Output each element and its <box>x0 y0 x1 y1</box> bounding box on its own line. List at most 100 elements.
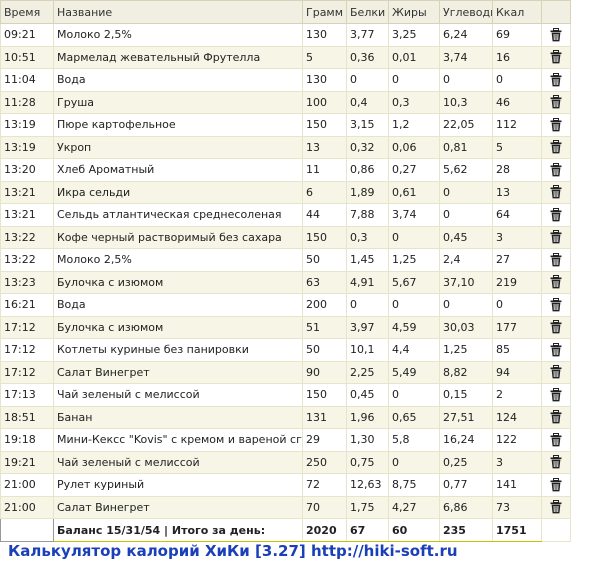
cell-carbs[interactable]: 1,25 <box>439 338 493 362</box>
trash-icon[interactable] <box>550 117 562 132</box>
cell-carbs[interactable]: 6,24 <box>439 23 493 47</box>
cell-carbs[interactable]: 10,3 <box>439 90 493 114</box>
trash-icon[interactable] <box>550 365 562 379</box>
table-row[interactable]: 19:18 Мини-Кексс "Kovis" с кремом и варен… <box>0 428 571 452</box>
column-header-time[interactable]: Время <box>0 0 54 24</box>
table-row[interactable]: 13:22 Молоко 2,5% 50 1,45 1,25 2,4 27 <box>0 248 571 272</box>
cell-fat[interactable]: 0,3 <box>388 90 440 114</box>
column-header-name[interactable]: Название <box>53 0 303 24</box>
delete-row-button[interactable] <box>541 225 571 249</box>
cell-fat[interactable]: 1,2 <box>388 113 440 137</box>
trash-icon[interactable] <box>550 455 562 469</box>
cell-protein[interactable]: 0 <box>346 68 389 92</box>
cell-time[interactable]: 21:00 <box>0 473 54 497</box>
delete-row-button[interactable] <box>541 360 571 384</box>
table-row[interactable]: 13:21 Икра сельди 6 1,89 0,61 0 13 <box>0 180 571 204</box>
table-row[interactable]: 18:51 Банан 131 1,96 0,65 27,51 124 <box>0 405 571 429</box>
cell-carbs[interactable]: 3,74 <box>439 45 493 69</box>
delete-row-button[interactable] <box>541 405 571 429</box>
cell-name[interactable]: Укроп <box>53 135 303 159</box>
cell-name[interactable]: Молоко 2,5% <box>53 248 303 272</box>
cell-fat[interactable]: 0 <box>388 450 440 474</box>
cell-gram[interactable]: 130 <box>302 68 347 92</box>
cell-time[interactable]: 13:21 <box>0 203 54 227</box>
cell-gram[interactable]: 250 <box>302 450 347 474</box>
cell-carbs[interactable]: 5,62 <box>439 158 493 182</box>
cell-carbs[interactable]: 0,45 <box>439 225 493 249</box>
cell-name[interactable]: Котлеты куриные без панировки <box>53 338 303 362</box>
delete-row-button[interactable] <box>541 248 571 272</box>
trash-icon[interactable] <box>550 230 562 244</box>
table-row[interactable]: 11:04 Вода 130 0 0 0 0 <box>0 68 571 92</box>
cell-fat[interactable]: 5,67 <box>388 270 440 294</box>
column-header-fat[interactable]: Жиры <box>388 0 440 24</box>
column-header-protein[interactable]: Белки <box>346 0 389 24</box>
trash-icon[interactable] <box>550 207 562 222</box>
cell-name[interactable]: Чай зеленый с мелиссой <box>53 450 303 474</box>
trash-icon[interactable] <box>550 342 562 357</box>
cell-kcal[interactable]: 16 <box>492 45 542 69</box>
cell-carbs[interactable]: 0,81 <box>439 135 493 159</box>
cell-carbs[interactable]: 8,82 <box>439 360 493 384</box>
cell-gram[interactable]: 150 <box>302 383 347 407</box>
cell-name[interactable]: Груша <box>53 90 303 114</box>
cell-fat[interactable]: 5,49 <box>388 360 440 384</box>
cell-carbs[interactable]: 27,51 <box>439 405 493 429</box>
table-row[interactable]: 21:00 Рулет куриный 72 12,63 8,75 0,77 141 <box>0 473 571 497</box>
cell-time[interactable]: 11:28 <box>0 90 54 114</box>
cell-protein[interactable]: 0,86 <box>346 158 389 182</box>
trash-icon[interactable] <box>550 252 562 267</box>
table-row[interactable]: 13:21 Сельдь атлантическая среднесоленая 4… <box>0 203 571 227</box>
delete-row-button[interactable] <box>541 113 571 137</box>
delete-row-button[interactable] <box>541 315 571 339</box>
cell-kcal[interactable]: 219 <box>492 270 542 294</box>
cell-name[interactable]: Вода <box>53 293 303 317</box>
cell-time[interactable]: 17:13 <box>0 383 54 407</box>
trash-icon[interactable] <box>550 477 562 492</box>
trash-icon[interactable] <box>550 432 562 447</box>
cell-fat[interactable]: 4,27 <box>388 495 440 519</box>
cell-fat[interactable]: 0,65 <box>388 405 440 429</box>
column-header-carbs[interactable]: Углеводы <box>439 0 493 24</box>
cell-fat[interactable]: 3,25 <box>388 23 440 47</box>
cell-name[interactable]: Чай зеленый с мелиссой <box>53 383 303 407</box>
cell-time[interactable]: 13:20 <box>0 158 54 182</box>
cell-protein[interactable]: 0,36 <box>346 45 389 69</box>
trash-icon[interactable] <box>550 275 562 289</box>
cell-carbs[interactable]: 0,15 <box>439 383 493 407</box>
cell-carbs[interactable]: 0 <box>439 68 493 92</box>
cell-time[interactable]: 13:21 <box>0 180 54 204</box>
cell-kcal[interactable]: 3 <box>492 225 542 249</box>
cell-fat[interactable]: 0,06 <box>388 135 440 159</box>
cell-fat[interactable]: 0,61 <box>388 180 440 204</box>
cell-name[interactable]: Пюре картофельное <box>53 113 303 137</box>
cell-time[interactable]: 10:51 <box>0 45 54 69</box>
trash-icon[interactable] <box>550 185 562 199</box>
table-row[interactable]: 17:12 Салат Винегрет 90 2,25 5,49 8,82 94 <box>0 360 571 384</box>
table-row[interactable]: 21:00 Салат Винегрет 70 1,75 4,27 6,86 73 <box>0 495 571 519</box>
delete-row-button[interactable] <box>541 428 571 452</box>
cell-time[interactable]: 13:23 <box>0 270 54 294</box>
cell-carbs[interactable]: 0,77 <box>439 473 493 497</box>
cell-time[interactable]: 21:00 <box>0 495 54 519</box>
cell-protein[interactable]: 0,4 <box>346 90 389 114</box>
cell-protein[interactable]: 1,45 <box>346 248 389 272</box>
cell-time[interactable]: 09:21 <box>0 23 54 47</box>
cell-name[interactable]: Кофе черный растворимый без сахара <box>53 225 303 249</box>
trash-icon[interactable] <box>550 50 562 64</box>
cell-protein[interactable]: 0,3 <box>346 225 389 249</box>
table-row[interactable]: 10:51 Мармелад жевательный Фрутелла 5 0,36 0… <box>0 45 571 69</box>
cell-kcal[interactable]: 3 <box>492 450 542 474</box>
cell-carbs[interactable]: 6,86 <box>439 495 493 519</box>
cell-gram[interactable]: 150 <box>302 225 347 249</box>
cell-kcal[interactable]: 64 <box>492 203 542 227</box>
cell-gram[interactable]: 11 <box>302 158 347 182</box>
delete-row-button[interactable] <box>541 90 571 114</box>
cell-gram[interactable]: 70 <box>302 495 347 519</box>
cell-name[interactable]: Салат Винегрет <box>53 360 303 384</box>
cell-fat[interactable]: 0 <box>388 68 440 92</box>
cell-gram[interactable]: 5 <box>302 45 347 69</box>
delete-row-button[interactable] <box>541 495 571 519</box>
cell-fat[interactable]: 4,4 <box>388 338 440 362</box>
table-row[interactable]: 17:12 Котлеты куриные без панировки 50 10,1… <box>0 338 571 362</box>
